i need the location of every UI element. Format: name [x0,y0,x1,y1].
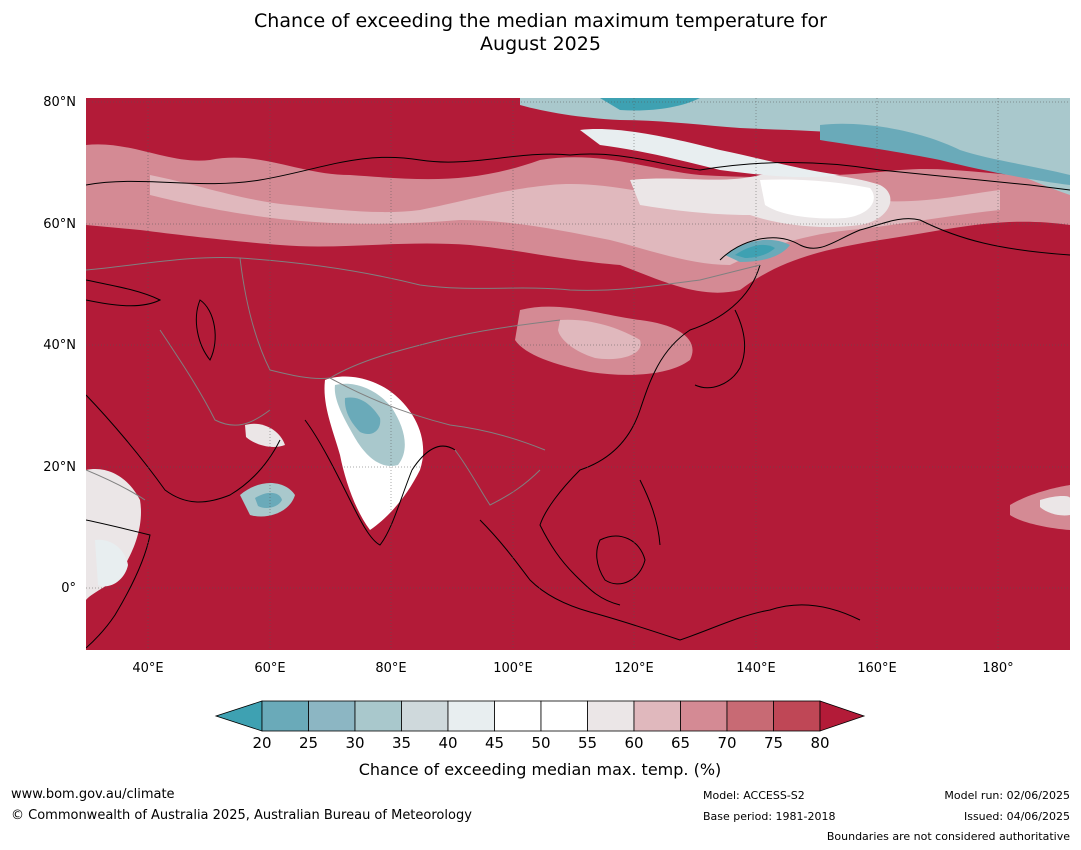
footer-issued: Issued: 04/06/2025 [963,810,1070,823]
coastline-black-sea [86,279,162,307]
region-siberia-60 [150,175,1000,265]
region-okhotsk-3 [735,244,775,258]
footer-url[interactable]: www.bom.gov.au/climate [11,787,175,802]
chart-title-line1: Chance of exceeding the median maximum t… [254,10,827,32]
lon-label-80e: 80°E [375,661,406,676]
colorbar-swatches [214,700,866,732]
colorbar-tick-label: 55 [578,734,597,752]
chart-title-line2: August 2025 [480,33,601,55]
footer-disclaimer: Boundaries are not considered authoritat… [826,830,1070,843]
colorbar-swatch [261,700,309,732]
boundary-himalaya [329,377,546,451]
coastline-okhotsk [719,218,1070,261]
boundary-central-asia [239,257,331,379]
colorbar-tick-label: 65 [671,734,690,752]
colorbar-swatch [680,700,728,732]
region-mongolia-60 [558,319,641,360]
region-pacific-65 [1010,485,1070,530]
footer-model: Model: ACCESS-S2 [703,789,805,802]
map-panel [86,98,1070,650]
colorbar-tick-label: 30 [345,734,364,752]
boundary-se-asia [454,449,541,506]
lon-label-40e: 40°E [132,661,163,676]
colorbar-swatch [773,700,821,732]
lat-label-0: 0° [61,581,76,596]
lon-label-120e: 120°E [614,661,654,676]
lon-label-180: 180° [982,661,1013,676]
longitude-labels: 40°E 60°E 80°E 100°E 120°E 140°E 160°E 1… [132,661,1013,676]
colorbar-tick-label: 75 [764,734,783,752]
region-persian-gulf [245,423,285,448]
colorbar-swatch [494,700,542,732]
colorbar: 20 25 30 35 40 45 50 55 60 65 70 75 80 Chance of exc… [214,700,866,779]
colorbar-tick-label: 25 [299,734,318,752]
colorbar-tick-label: 20 [252,734,271,752]
coastline-arctic [86,153,1070,191]
region-arctic-45 [580,129,840,178]
region-siberia-50 [760,179,874,219]
region-arctic-25 [820,123,1070,185]
colorbar-tick-label: 80 [810,734,829,752]
coastline-japan [694,309,746,389]
coastline-east-asia [539,264,761,606]
coastlines [86,153,1070,649]
graticule [86,98,1070,650]
colorbar-swatch [726,700,774,732]
colorbar-tick-label: 60 [624,734,643,752]
coastline-maritime-se-asia [479,519,861,641]
lat-label-20n: 20°N [43,460,76,475]
footer-model-run: Model run: 02/06/2025 [944,789,1070,802]
colorbar-tick-label: 40 [438,734,457,752]
coastline-borneo [596,535,646,585]
lat-label-60n: 60°N [43,217,76,232]
colorbar-tick-label: 35 [392,734,411,752]
colorbar-extend-low [214,700,263,732]
lon-label-100e: 100°E [493,661,533,676]
colorbar-extend-high [819,700,866,732]
coastline-india [304,419,456,546]
footer-base-period: Base period: 1981-2018 [703,810,836,823]
lat-label-80n: 80°N [43,95,76,110]
region-arabia-45 [95,539,128,587]
boundary-china-west [329,319,561,379]
latitude-labels: 80°N 60°N 40°N 20°N 0° [43,95,76,596]
coastline-philippines [639,479,661,546]
colorbar-tick-label: 45 [485,734,504,752]
colorbar-ticks: 20 25 30 35 40 45 50 55 60 65 70 75 80 [252,734,829,752]
colorbar-swatch [633,700,681,732]
country-boundaries [86,256,761,506]
colorbar-swatch [540,700,588,732]
footer-copyright: © Commonwealth of Australia 2025, Austra… [11,808,472,823]
boundary-africa [86,469,146,501]
colorbar-tick-label: 70 [717,734,736,752]
coastline-caspian [195,299,216,361]
colorbar-swatch [587,700,635,732]
lon-label-60e: 60°E [254,661,285,676]
lon-label-140e: 140°E [736,661,776,676]
region-arctic-cool [520,98,1070,195]
region-arctic-20 [600,98,700,111]
colorbar-swatch [447,700,495,732]
colorbar-swatch [308,700,356,732]
coastline-africa [86,519,151,649]
colorbar-swatch [401,700,449,732]
boundary-middle-east [159,329,271,426]
colorbar-tick-label: 50 [531,734,550,752]
lat-label-40n: 40°N [43,338,76,353]
colorbar-swatch [354,700,402,732]
chart-title: Chance of exceeding the median maximum t… [0,10,1081,56]
coastline-arabia [86,394,281,503]
region-pacific-55 [1040,495,1070,516]
boundary-russia-south [86,256,761,291]
lon-label-160e: 160°E [857,661,897,676]
region-somali-25 [255,492,282,508]
colorbar-label: Chance of exceeding median max. temp. (%… [359,760,722,779]
region-india-25 [344,397,381,435]
